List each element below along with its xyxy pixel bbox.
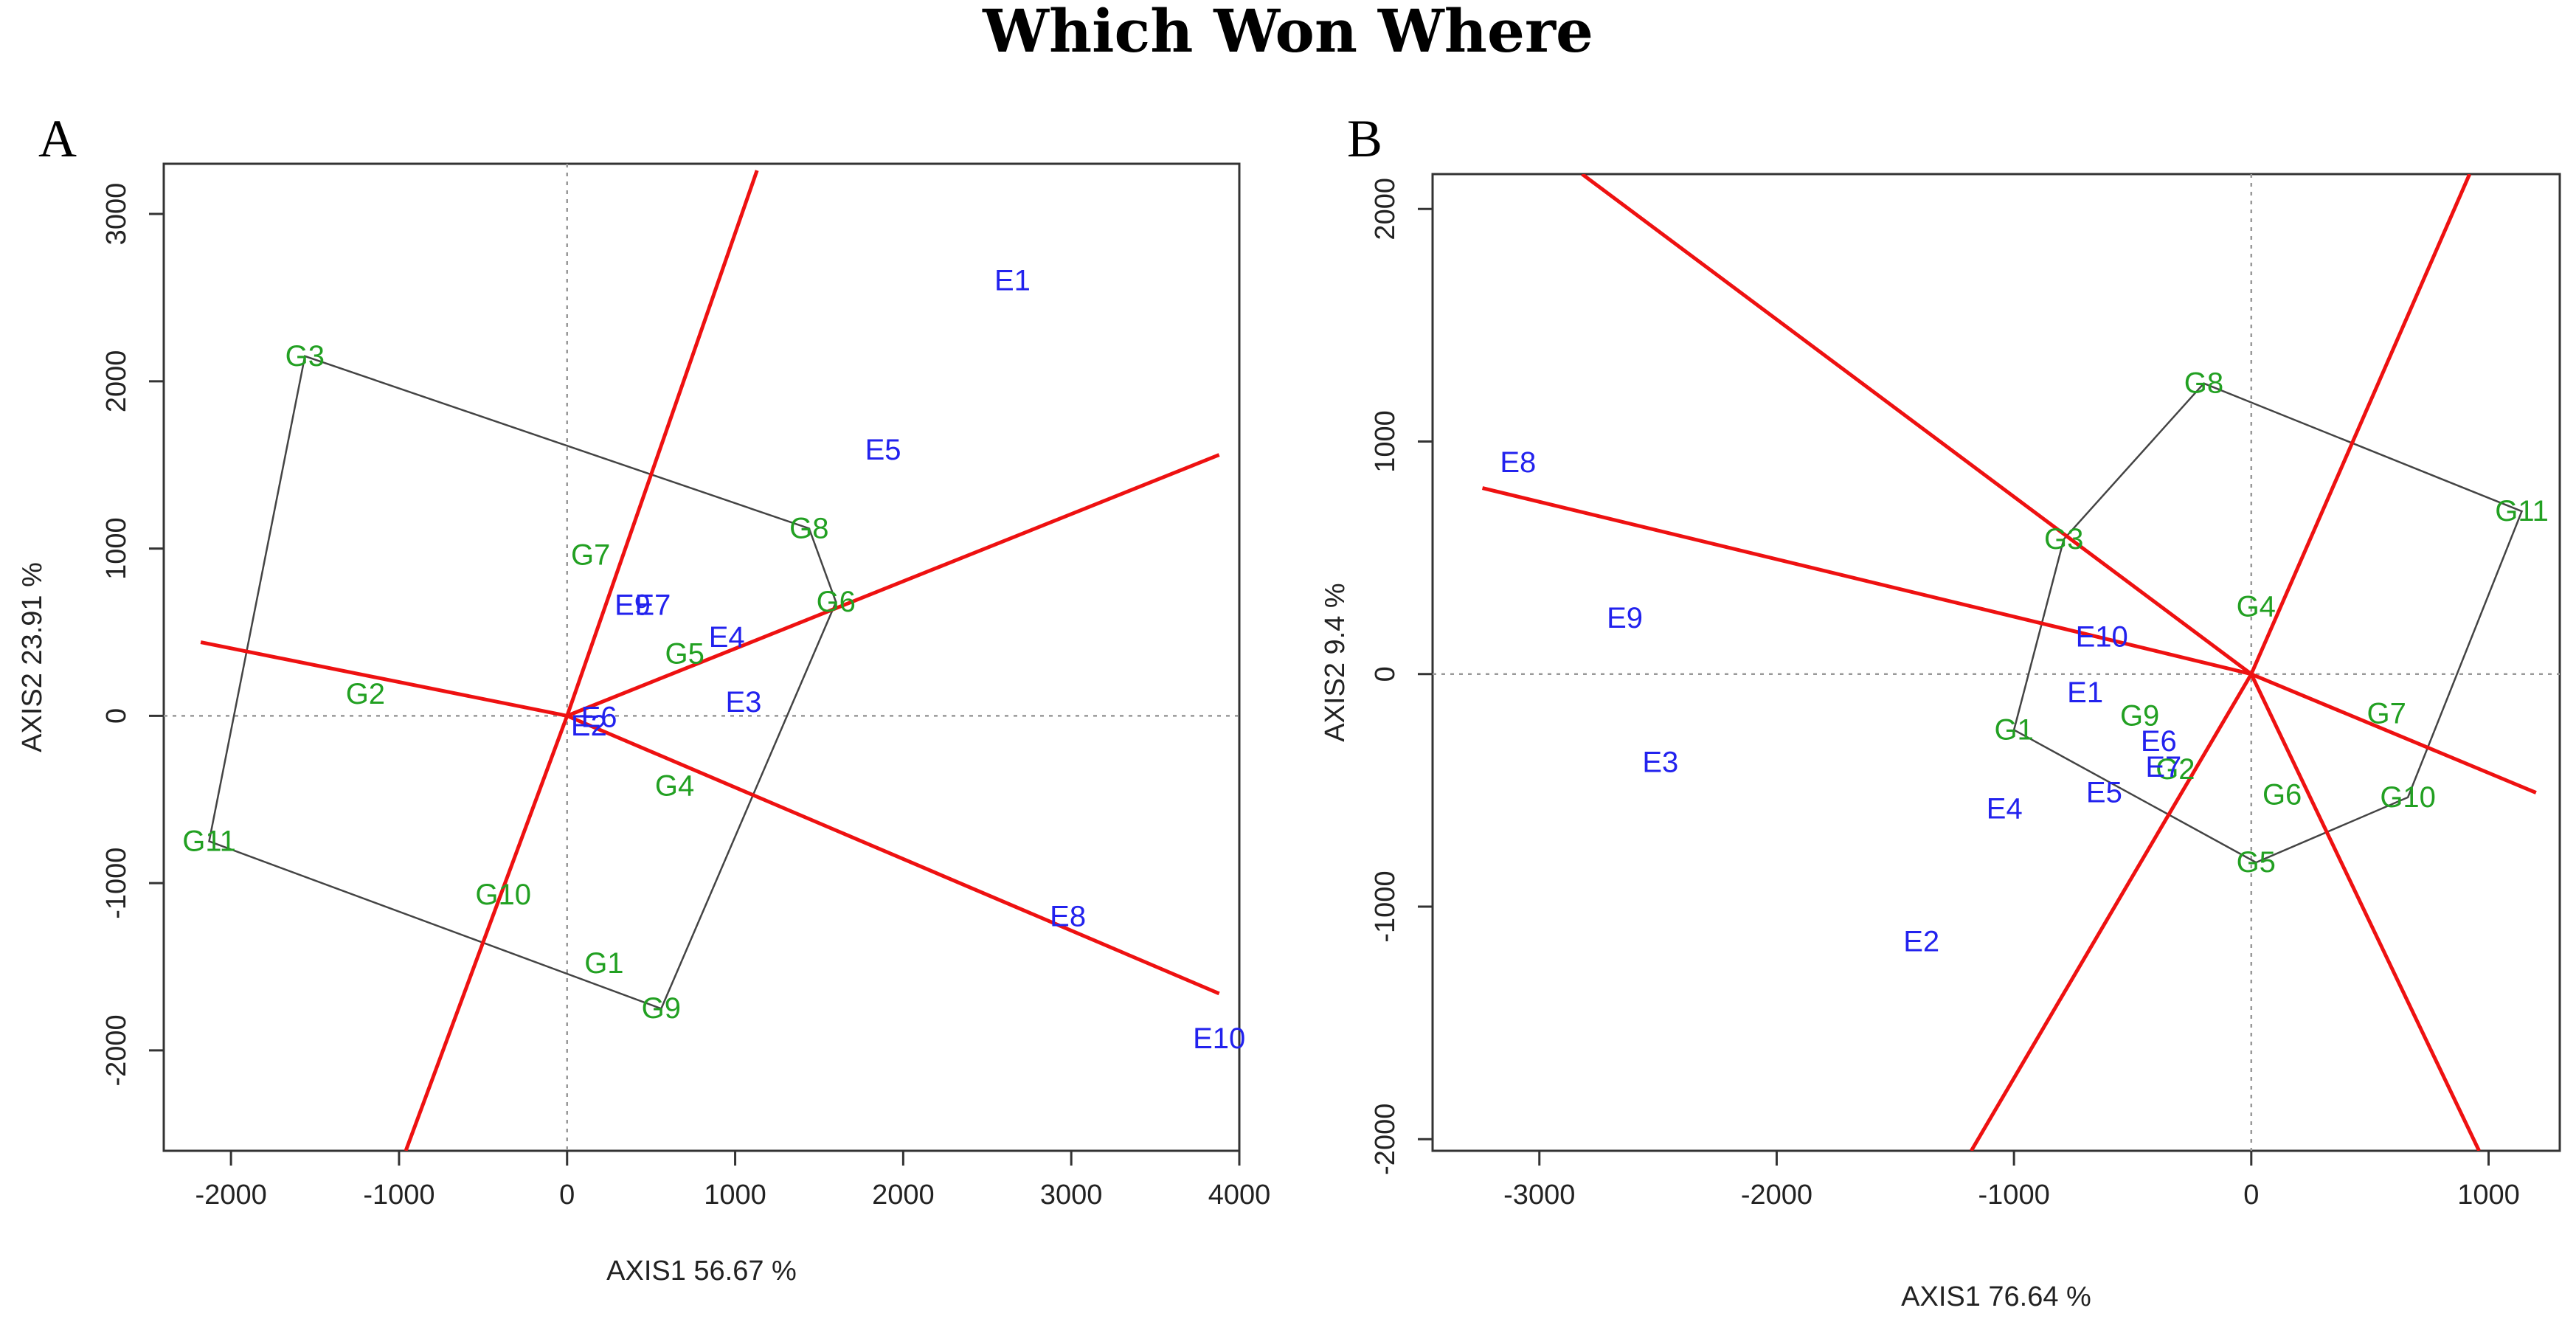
y-tick-label: -2000 [1370, 1104, 1401, 1175]
convex-hull [2012, 382, 2524, 864]
environment-label: E4 [709, 621, 745, 654]
y-axis-title: AXIS2 23.91 % [17, 562, 48, 752]
y-tick-label: -2000 [101, 1014, 132, 1086]
sector-ray [1481, 486, 2252, 676]
plot-area [164, 164, 1239, 1151]
convex-hull [208, 355, 837, 1010]
genotype-label: G6 [2262, 779, 2302, 811]
x-tick-label: 0 [2243, 1180, 2259, 1211]
y-tick-label: 0 [101, 708, 132, 724]
x-tick-label: -1000 [1978, 1180, 2050, 1211]
environment-label: E2 [1903, 925, 1939, 958]
environment-label: E1 [994, 265, 1031, 297]
environment-label: E9 [614, 589, 651, 622]
genotype-label: G8 [2184, 367, 2223, 400]
x-tick-label: 1000 [2457, 1180, 2520, 1211]
genotype-label: G8 [789, 512, 828, 544]
genotype-label: G10 [2380, 781, 2436, 814]
panel-a: A -2000 -1000 0 1000 2000 3000 4000 -2000 -1000 0 1… [17, 109, 1270, 1287]
genotype-label: G1 [1994, 713, 2033, 746]
y-tick-label: -1000 [1370, 870, 1401, 942]
environment-label: E3 [1642, 747, 1678, 779]
plot-frame [1431, 173, 2561, 1152]
sector-ray [2249, 174, 2472, 675]
environment-label: E6 [581, 702, 617, 734]
genotype-label: G11 [182, 825, 236, 857]
y-tick-label: 1000 [101, 517, 132, 580]
genotype-label: G7 [571, 539, 610, 572]
y-tick-label: -1000 [101, 848, 132, 919]
x-tick-label: 2000 [872, 1180, 935, 1211]
x-tick-label: 4000 [1208, 1180, 1271, 1211]
environment-label: E8 [1050, 901, 1086, 933]
genotype-label: G1 [584, 947, 623, 980]
panel-label: B [1347, 109, 1382, 168]
x-tick-label: 1000 [704, 1180, 766, 1211]
plot-frame [162, 162, 1241, 1152]
genotype-label: G10 [475, 879, 531, 911]
y-tick-label: 1000 [1370, 410, 1401, 473]
environment-label: E7 [2145, 751, 2181, 783]
environment-label: E5 [2086, 777, 2122, 809]
y-tick-label: 3000 [101, 183, 132, 246]
environment-label: E10 [1193, 1022, 1245, 1055]
sector-ray [565, 170, 759, 717]
sector-ray [2249, 673, 2481, 1151]
environment-label: E1 [2067, 676, 2103, 709]
genotype-label: G2 [346, 678, 385, 710]
figure-title: Which Won Where [982, 0, 1593, 66]
y-tick-label: 2000 [1370, 178, 1401, 240]
sector-ray [1581, 174, 2253, 676]
x-tick-label: -2000 [195, 1180, 267, 1211]
x-tick-label: -3000 [1503, 1180, 1575, 1211]
genotype-label: G9 [642, 992, 681, 1025]
environment-label: E6 [2141, 725, 2177, 758]
genotype-label: G4 [2237, 590, 2276, 623]
genotype-label: G9 [2120, 700, 2159, 733]
panel-label: A [38, 109, 77, 168]
x-axis-title: AXIS1 56.67 % [606, 1256, 797, 1287]
sector-ray [1970, 673, 2253, 1151]
sector-ray [200, 640, 568, 718]
environment-label: E2 [571, 710, 607, 742]
genotype-label: G4 [655, 770, 694, 803]
environment-label: E10 [2076, 620, 2128, 653]
genotype-label: G7 [2366, 697, 2406, 730]
plot-area [1433, 174, 2560, 1151]
sector-ray [404, 715, 569, 1151]
sector-ray [2250, 672, 2537, 794]
x-tick-label: -1000 [363, 1180, 434, 1211]
environment-label: E7 [634, 589, 671, 622]
genotype-label: G5 [665, 637, 704, 670]
x-tick-label: 3000 [1040, 1180, 1103, 1211]
x-tick-label: 0 [559, 1180, 575, 1211]
genotype-label: G5 [2237, 846, 2276, 879]
y-axis-title: AXIS2 9.4 % [1320, 583, 1351, 741]
environment-label: E8 [1500, 446, 1536, 479]
sector-ray [566, 453, 1220, 718]
genotype-label: G3 [285, 340, 325, 373]
panel-b: B -3000 -2000 -1000 0 1000 -2000 -1000 0 1000 2000… [1320, 109, 2561, 1312]
genotype-label: G6 [817, 586, 856, 618]
environment-label: E3 [725, 686, 761, 719]
genotype-label: G11 [2495, 495, 2549, 527]
genotype-label: G3 [2044, 523, 2083, 555]
environment-label: E9 [1607, 602, 1643, 634]
x-axis-title: AXIS1 76.64 % [1901, 1281, 2091, 1312]
environment-label: E5 [865, 434, 901, 466]
genotype-label: G2 [2156, 753, 2195, 786]
environment-label: E4 [1987, 793, 2023, 825]
sector-ray [566, 714, 1220, 996]
y-tick-label: 2000 [101, 350, 132, 413]
x-tick-label: -2000 [1741, 1180, 1812, 1211]
y-tick-label: 0 [1370, 666, 1401, 682]
